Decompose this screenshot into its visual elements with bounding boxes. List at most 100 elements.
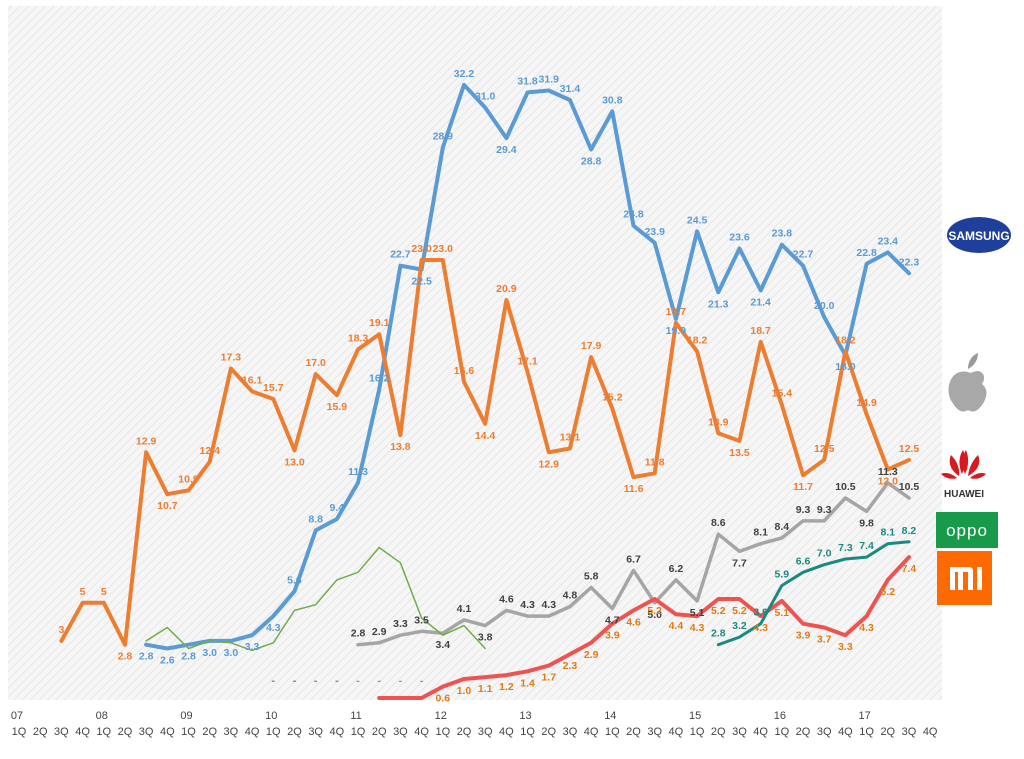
x-tick-quarter: 2Q: [33, 726, 48, 738]
data-label-huawei: 8.4: [775, 521, 790, 533]
x-tick-quarter: 1Q: [435, 726, 450, 738]
x-tick-year: 15: [689, 710, 701, 722]
x-tick-year: 10: [265, 710, 277, 722]
data-label-huawei: 9.3: [817, 504, 832, 516]
data-label-apple: 12.5: [899, 443, 920, 455]
data-label-xiaomi: 3.7: [817, 634, 832, 646]
data-label-apple: 12.5: [814, 443, 835, 455]
data-label-apple: 5: [80, 586, 86, 598]
line-xiaomi: [377, 555, 911, 700]
data-label-apple: 12.9: [136, 435, 157, 447]
data-label-huawei: 3.3: [393, 618, 408, 630]
data-label-apple: 11.8: [645, 456, 665, 468]
x-tick-quarter: 1Q: [266, 726, 281, 738]
series-apple: [59, 258, 911, 647]
data-label-oppo: 7.0: [817, 548, 832, 560]
data-label-xiaomi: 0.6: [435, 693, 450, 705]
x-tick-quarter: 2Q: [372, 726, 387, 738]
data-label-apple: 12.4: [199, 445, 220, 457]
xiaomi-logo: [937, 551, 992, 605]
data-label-huawei: 3.5: [414, 614, 429, 626]
data-label-huawei: 5.0: [647, 609, 662, 621]
data-label-apple: 10.7: [157, 500, 178, 512]
data-label-samsung: 23.9: [644, 226, 665, 238]
data-label-samsung: 29.4: [496, 144, 517, 156]
data-label-apple: 5: [101, 586, 107, 598]
data-label-huawei: -: [314, 675, 318, 687]
x-tick-quarter: 2Q: [118, 726, 133, 738]
x-tick-quarter: 4Q: [499, 726, 514, 738]
data-label-apple: 13.5: [729, 447, 750, 459]
data-label-xiaomi: 1.1: [478, 683, 493, 695]
data-label-huawei: 4.7: [605, 614, 620, 626]
data-label-xiaomi: 5.2: [647, 605, 662, 617]
data-label-samsung: 2.6: [160, 654, 175, 666]
data-label-apple: 13.1: [560, 432, 581, 444]
data-label-huawei: 3.8: [478, 632, 493, 644]
x-tick-quarter: 4Q: [160, 726, 175, 738]
data-label-samsung: 3.3: [245, 641, 260, 653]
series-huawei: [356, 481, 911, 647]
x-tick-year: 12: [435, 710, 447, 722]
data-label-huawei: 2.8: [351, 628, 366, 640]
data-label-apple: 13.9: [708, 416, 729, 428]
data-label-huawei: 4.8: [563, 590, 578, 602]
data-label-apple: 3: [58, 624, 64, 636]
data-label-apple: 16.1: [242, 374, 263, 386]
data-label-huawei: 6.7: [626, 553, 641, 565]
data-label-samsung: 21.4: [750, 296, 771, 308]
data-label-huawei: 4.3: [520, 599, 535, 611]
data-label-xiaomi: 1.2: [499, 681, 514, 693]
data-label-huawei: 8.6: [711, 517, 726, 529]
data-label-huawei: 11.3: [878, 466, 898, 478]
x-tick-year: 08: [96, 710, 108, 722]
data-label-samsung: 11.3: [348, 466, 368, 478]
data-label-samsung: 22.3: [899, 256, 920, 268]
x-tick-quarter: 3Q: [224, 726, 239, 738]
svg-text:oppo: oppo: [946, 521, 988, 540]
x-tick-quarter: 2Q: [880, 726, 895, 738]
data-label-xiaomi: -: [399, 675, 403, 687]
samsung-logo: SAMSUNG: [947, 217, 1011, 253]
data-label-apple: 17.3: [221, 352, 242, 364]
series-lg: [145, 546, 486, 652]
data-label-xiaomi: 4.3: [690, 622, 705, 634]
data-label-apple: 10.9: [178, 473, 199, 485]
data-label-samsung: 5.6: [287, 574, 302, 586]
data-label-huawei: 5.1: [690, 607, 705, 619]
data-label-oppo: 8.2: [902, 525, 917, 537]
huawei-logo: HUAWEI: [941, 450, 986, 500]
data-label-samsung: 23.6: [729, 232, 750, 244]
x-tick-quarter: 4Q: [330, 726, 345, 738]
data-label-oppo: 2.8: [711, 628, 726, 640]
data-label-apple: 23.0: [433, 243, 454, 255]
x-tick-year: 17: [858, 710, 870, 722]
apple-logo: [948, 353, 987, 412]
data-label-huawei: -: [335, 675, 339, 687]
data-label-xiaomi: 6.2: [880, 586, 895, 598]
data-label-huawei: 3.4: [435, 639, 450, 651]
x-tick-quarter: 3Q: [732, 726, 747, 738]
data-label-samsung: 32.2: [454, 68, 475, 80]
oppo-logo: oppo: [936, 512, 998, 548]
data-label-apple: 19.7: [666, 306, 687, 318]
data-label-xiaomi: 2.9: [584, 649, 599, 661]
data-label-samsung: 21.3: [708, 298, 729, 310]
data-label-samsung: 19.9: [666, 325, 687, 337]
data-label-xiaomi: -: [314, 675, 318, 687]
data-label-samsung: 31.0: [475, 91, 496, 103]
x-tick-quarter: 2Q: [711, 726, 726, 738]
x-tick-quarter: 1Q: [690, 726, 705, 738]
data-label-samsung: 22.7: [793, 249, 814, 261]
data-label-xiaomi: 4.3: [859, 622, 874, 634]
data-label-samsung: 31.4: [560, 83, 581, 95]
data-label-samsung: 3.0: [224, 647, 239, 659]
data-label-apple: 12.0: [878, 475, 899, 487]
data-label-samsung: 31.9: [539, 73, 560, 85]
x-tick-quarter: 4Q: [414, 726, 429, 738]
x-tick-year: 07: [11, 710, 23, 722]
data-label-xiaomi: 4.3: [753, 622, 768, 634]
data-label-xiaomi: 2.3: [563, 660, 578, 672]
x-tick-quarter: 1Q: [181, 726, 196, 738]
data-label-huawei: 10.5: [835, 481, 856, 493]
